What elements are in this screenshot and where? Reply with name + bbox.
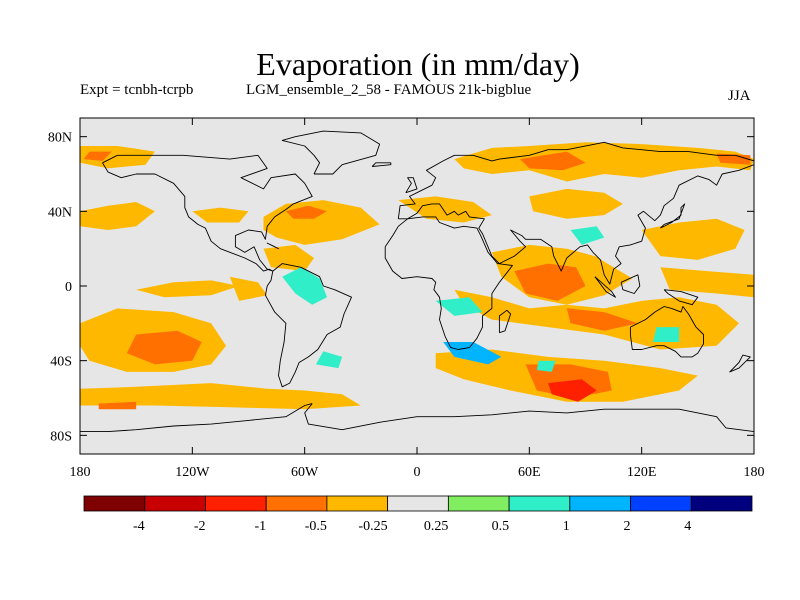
region-0 bbox=[454, 142, 754, 182]
coastline-1 bbox=[264, 263, 352, 388]
coastline-10 bbox=[660, 203, 686, 229]
lat-tick-label-3: 40S bbox=[50, 355, 72, 370]
coastline-14 bbox=[663, 289, 699, 306]
coastline-12 bbox=[594, 276, 616, 298]
region-33 bbox=[652, 327, 680, 342]
colorbar-swatch-2 bbox=[205, 495, 267, 512]
region-32 bbox=[536, 360, 556, 372]
coastlines bbox=[80, 130, 754, 433]
region-11 bbox=[136, 280, 240, 298]
axis-ticks: 180 120W 60W 0 60E 120E 180 80N 40N 0 40S 80S bbox=[48, 118, 765, 480]
region-1 bbox=[520, 151, 586, 171]
region-16 bbox=[98, 401, 137, 410]
region-5 bbox=[80, 202, 155, 230]
colorbar-swatch-1 bbox=[144, 495, 206, 512]
coastline-2 bbox=[397, 141, 754, 285]
region-26 bbox=[529, 188, 623, 219]
colorbar-label-6: 0.5 bbox=[492, 519, 510, 534]
colorbar-swatch-7 bbox=[508, 495, 571, 512]
region-31 bbox=[315, 351, 343, 369]
colorbar: -4 -2 -1 -0.5 -0.25 0.25 0.5 1 2 4 bbox=[83, 495, 753, 534]
region-18 bbox=[514, 263, 586, 301]
region-28 bbox=[570, 226, 605, 245]
colorbar-swatch-0 bbox=[83, 495, 146, 512]
lat-tick-label-2: 0 bbox=[65, 280, 72, 295]
lon-tick-label-0: 180 bbox=[70, 465, 91, 480]
lon-tick-label-6: 180 bbox=[744, 465, 765, 480]
lat-tick-label-4: 80S bbox=[50, 429, 72, 444]
figure-title: Evaporation (in mm/day) bbox=[256, 46, 580, 82]
coastline-0 bbox=[102, 154, 313, 272]
coastline-8 bbox=[405, 177, 418, 194]
lon-tick-label-3: 0 bbox=[414, 465, 421, 480]
lon-tick-label-2: 60W bbox=[291, 465, 319, 480]
colorbar-label-1: -2 bbox=[194, 519, 206, 534]
colorbar-swatch-8 bbox=[569, 495, 631, 512]
region-29 bbox=[435, 297, 483, 316]
region-8 bbox=[192, 207, 249, 223]
colorbar-label-8: 2 bbox=[624, 519, 631, 534]
region-14 bbox=[126, 330, 202, 365]
lat-tick-label-0: 80N bbox=[48, 131, 72, 146]
colorbar-label-9: 4 bbox=[684, 519, 691, 534]
region-23 bbox=[548, 379, 597, 402]
region-10 bbox=[282, 267, 328, 305]
anomaly-regions bbox=[80, 142, 754, 410]
coastline-3 bbox=[384, 216, 513, 350]
colorbar-swatch-4 bbox=[326, 495, 389, 512]
coastline-6 bbox=[304, 403, 754, 433]
colorbar-label-0: -4 bbox=[133, 519, 145, 534]
lon-tick-label-5: 120E bbox=[627, 465, 657, 480]
coastline-16 bbox=[266, 242, 279, 250]
colorbar-swatch-3 bbox=[265, 495, 328, 512]
region-7 bbox=[285, 205, 328, 219]
colorbar-label-3: -0.5 bbox=[305, 519, 327, 534]
region-9 bbox=[263, 244, 314, 272]
colorbar-swatch-9 bbox=[630, 495, 692, 512]
region-15 bbox=[80, 383, 361, 410]
coastline-9 bbox=[498, 309, 512, 334]
region-30 bbox=[443, 342, 502, 365]
region-4 bbox=[83, 151, 112, 161]
coastline-4 bbox=[629, 306, 704, 358]
region-25 bbox=[660, 267, 754, 298]
colorbar-label-7: 1 bbox=[563, 519, 570, 534]
lat-tick-label-1: 40N bbox=[48, 205, 72, 220]
season-label: JJA bbox=[728, 88, 751, 104]
coastline-15 bbox=[729, 354, 751, 373]
colorbar-label-2: -1 bbox=[255, 519, 267, 534]
model-label: LGM_ensemble_2_58 - FAMOUS 21k-bigblue bbox=[246, 82, 532, 98]
region-24 bbox=[641, 218, 745, 260]
colorbar-swatch-6 bbox=[447, 495, 510, 512]
experiment-label: Expt = tcnbh-tcrpb bbox=[80, 82, 194, 98]
coastline-7 bbox=[281, 130, 381, 175]
region-2 bbox=[716, 153, 751, 165]
lon-tick-label-1: 120W bbox=[175, 465, 210, 480]
region-20 bbox=[566, 308, 638, 331]
region-12 bbox=[229, 276, 268, 301]
coastline-11 bbox=[371, 162, 392, 167]
colorbar-label-5: 0.25 bbox=[424, 519, 449, 534]
coastline-5 bbox=[80, 403, 313, 433]
lon-tick-label-4: 60E bbox=[518, 465, 541, 480]
colorbar-label-4: -0.25 bbox=[358, 519, 387, 534]
coastline-13 bbox=[620, 274, 641, 294]
colorbar-swatch-10 bbox=[690, 495, 753, 512]
colorbar-swatch-5 bbox=[387, 495, 449, 512]
